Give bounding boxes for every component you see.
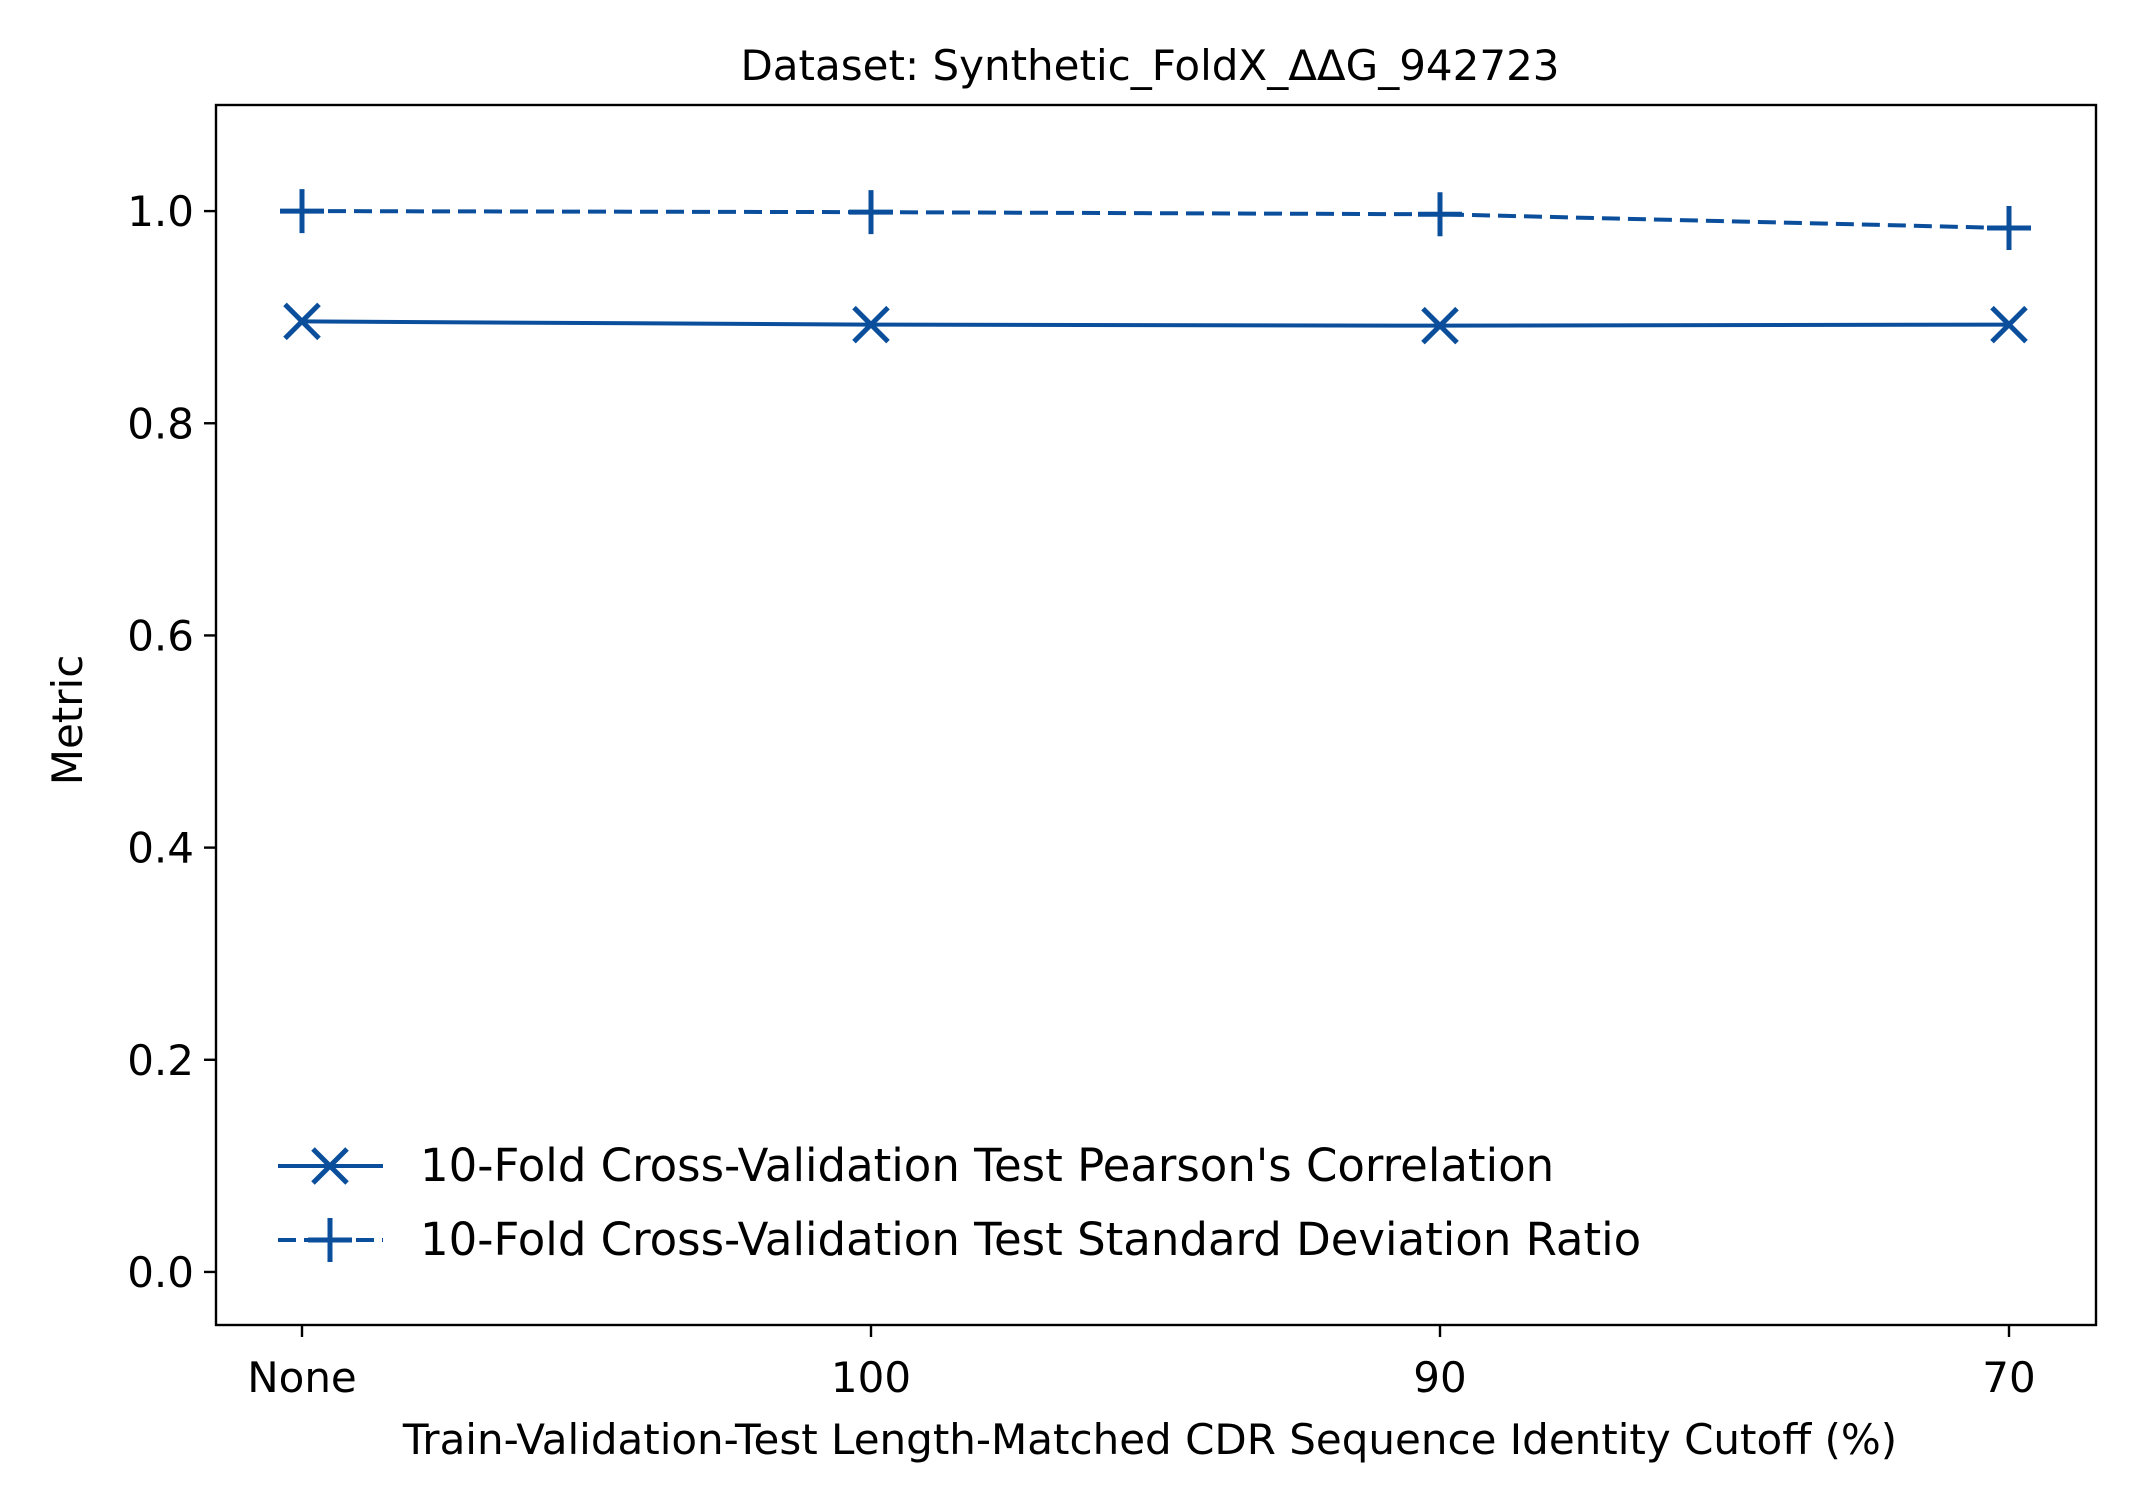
axis-ticks: 0.0 0.2 0.4 0.6 0.8 1.0 None 100 90 70 — [127, 187, 2036, 1402]
y-tick-label: 0.6 — [127, 611, 194, 660]
y-tick-label: 0.2 — [127, 1036, 194, 1085]
data-series — [280, 189, 2031, 345]
series-2-point — [1987, 206, 2031, 251]
legend-label-2: 10-Fold Cross-Validation Test Standard D… — [420, 1213, 1641, 1266]
legend-marker-1 — [311, 1147, 349, 1185]
y-tick-label: 0.8 — [127, 399, 194, 448]
chart-title: Dataset: Synthetic_FoldX_ΔΔG_942723 — [740, 41, 1559, 90]
series-2-point — [1418, 192, 1462, 237]
y-tick-label: 0.4 — [127, 824, 194, 873]
series-1-point — [1421, 306, 1459, 345]
legend: 10-Fold Cross-Validation Test Pearson's … — [278, 1139, 1641, 1266]
x-tick-label: 90 — [1413, 1353, 1466, 1402]
series-line-1 — [301, 319, 2010, 328]
x-tick-label: 100 — [831, 1353, 911, 1402]
x-tick-label: None — [247, 1353, 357, 1402]
legend-marker-2 — [308, 1218, 352, 1262]
plot-area-frame — [214, 103, 2098, 1327]
y-tick-label: 0.0 — [127, 1248, 194, 1297]
series-1-point — [1990, 305, 2028, 344]
x-axis-label: Train-Validation-Test Length-Matched CDR… — [402, 1415, 1897, 1464]
series-2-point — [280, 189, 324, 234]
series-2-point — [849, 190, 893, 235]
legend-label-1: 10-Fold Cross-Validation Test Pearson's … — [420, 1139, 1554, 1192]
y-tick-label: 1.0 — [127, 187, 194, 236]
y-axis-label: Metric — [43, 655, 92, 786]
series-1-point — [283, 302, 321, 341]
x-tick-label: 70 — [1982, 1353, 2035, 1402]
series-1-point — [852, 305, 890, 344]
